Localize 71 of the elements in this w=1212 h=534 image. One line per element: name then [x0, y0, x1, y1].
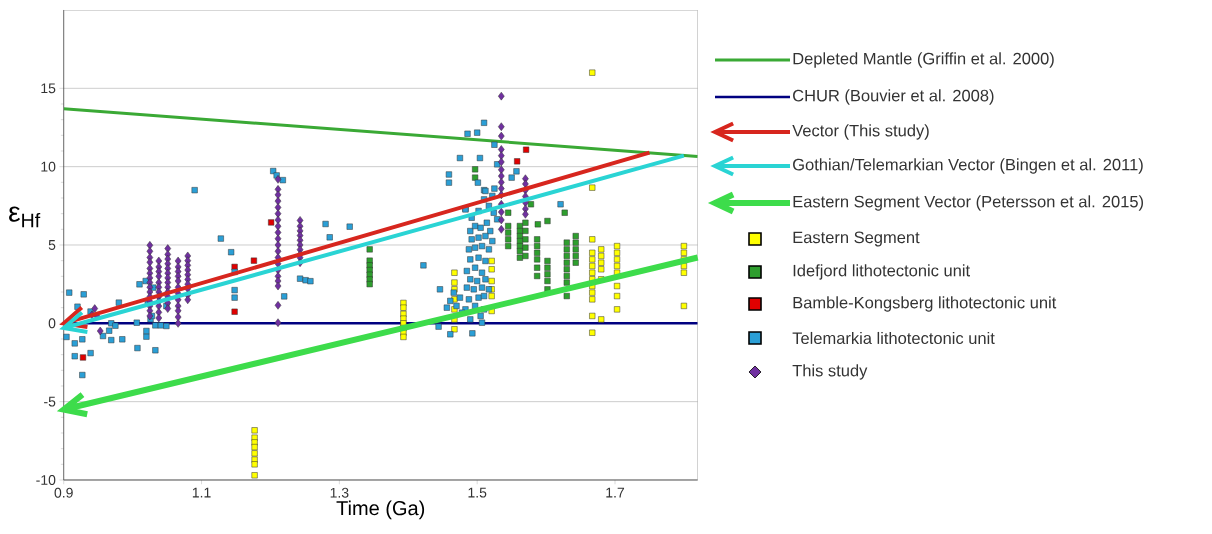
point: [563, 279, 570, 286]
legend-label: Bamble-Kongsberg lithotectonic unit: [793, 296, 1057, 312]
legend-label: Depleted Mantle (Griffin et al. 2000): [793, 52, 1054, 68]
point: [572, 233, 579, 240]
point: [563, 266, 570, 273]
y-tick-label: 15: [41, 83, 56, 94]
point: [505, 209, 512, 216]
point: [522, 219, 529, 226]
point: [534, 221, 541, 228]
point: [534, 256, 541, 263]
legend-label: Eastern Segment: [793, 231, 920, 247]
point: [572, 259, 579, 266]
point: [572, 246, 579, 253]
point: [472, 166, 479, 173]
point: [522, 252, 529, 259]
point: [505, 222, 512, 230]
y-axis-title: ε$_{Hf}$: [9, 206, 41, 228]
x-axis-title: Time (Ga): [336, 500, 425, 520]
y-tick-label: -10: [36, 475, 56, 485]
point: [544, 257, 551, 265]
point: [544, 264, 551, 271]
point: [544, 277, 551, 285]
point: [516, 248, 523, 255]
legend-label: Idefjord lithotectonic unit: [793, 264, 970, 280]
point: [563, 246, 570, 253]
y-tick-label: 0: [48, 318, 56, 329]
y-tick-label: -5: [44, 396, 56, 407]
legend-label: CHUR (Bouvier et al. 2008): [793, 89, 994, 105]
legend-label: Vector (This study): [792, 124, 929, 140]
legend-label: Telemarkia lithotectonic unit: [792, 331, 995, 345]
point: [505, 229, 512, 236]
point: [534, 249, 541, 256]
x-tick-label: 1.7: [606, 487, 625, 498]
point: [505, 236, 512, 243]
point: [563, 259, 570, 266]
point: [250, 257, 257, 264]
legend-label: This study: [792, 364, 868, 380]
point: [366, 281, 373, 288]
point: [516, 254, 523, 261]
point: [523, 146, 530, 153]
point: [534, 272, 541, 280]
point: [534, 236, 541, 243]
point: [522, 244, 529, 251]
point: [563, 293, 570, 300]
point: [534, 264, 541, 271]
point: [522, 227, 529, 234]
y-tick-label: 5: [48, 240, 56, 250]
legend-label: Eastern Segment Vector (Petersson et al. 2015): [793, 195, 1144, 211]
point: [563, 239, 570, 246]
point: [563, 272, 570, 280]
point: [527, 201, 534, 208]
point: [563, 252, 570, 259]
x-tick-label: 0.9: [54, 487, 73, 498]
point: [534, 243, 541, 250]
point: [514, 158, 521, 165]
point: [572, 252, 579, 259]
x-tick-label: 1.5: [468, 487, 487, 498]
point: [366, 246, 373, 253]
point: [268, 219, 275, 226]
x-tick-label: 1.1: [192, 487, 211, 498]
y-tick-label: 10: [41, 161, 56, 172]
point: [544, 217, 551, 225]
point: [544, 271, 551, 278]
point: [79, 354, 87, 361]
point: [522, 236, 529, 243]
point: [505, 243, 512, 250]
point: [561, 209, 568, 216]
legend-label: Gothian/Telemarkian Vector (Bingen et al. 2011): [793, 158, 1143, 174]
point: [572, 239, 579, 246]
x-tick-label: 1.3: [330, 487, 349, 498]
point: [231, 308, 238, 315]
